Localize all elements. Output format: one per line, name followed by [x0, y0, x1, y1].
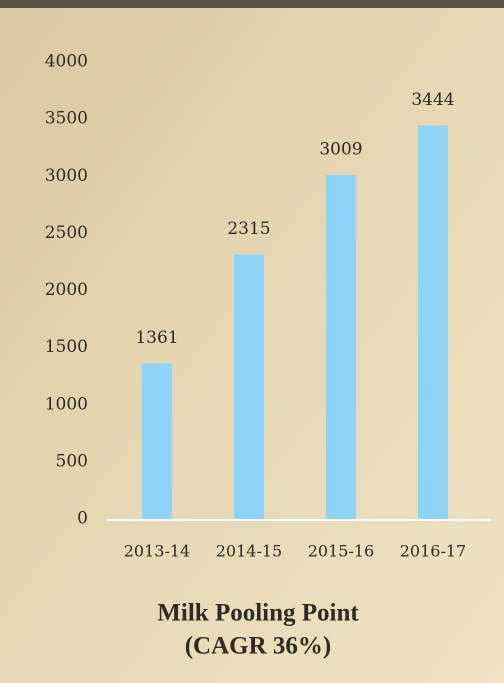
- x-tick-label: 2015-16: [308, 542, 374, 561]
- top-edge: [0, 0, 504, 8]
- y-tick-label: 1000: [45, 394, 88, 414]
- bar: [326, 175, 356, 519]
- y-tick-label: 2500: [45, 223, 88, 243]
- page: {"chart_data": {"type": "bar", "title": …: [0, 0, 504, 683]
- x-tick-label: 2016-17: [400, 542, 466, 561]
- value-label: 2315: [227, 219, 270, 239]
- chart-title: Milk Pooling Point: [157, 600, 359, 627]
- y-tick-label: 2000: [45, 280, 88, 300]
- bar: [142, 364, 172, 519]
- x-tick-label: 2013-14: [124, 542, 190, 561]
- y-tick-label: 3500: [45, 109, 88, 129]
- y-tick-label: 0: [77, 509, 88, 529]
- y-tick-label: 500: [56, 451, 88, 471]
- y-tick-label: 3000: [45, 166, 88, 186]
- value-label: 3009: [319, 140, 362, 160]
- y-tick-label: 1500: [45, 337, 88, 357]
- value-label: 3444: [411, 90, 454, 110]
- chart: Milk Pooling Point (CAGR 36%) 0 500 1000 15…: [0, 0, 504, 683]
- y-tick-label: 4000: [45, 52, 88, 72]
- value-label: 1361: [135, 328, 178, 348]
- bar: [234, 255, 264, 519]
- chart-subtitle: (CAGR 36%): [185, 633, 332, 660]
- x-tick-label: 2014-15: [216, 542, 282, 561]
- bar: [418, 126, 448, 519]
